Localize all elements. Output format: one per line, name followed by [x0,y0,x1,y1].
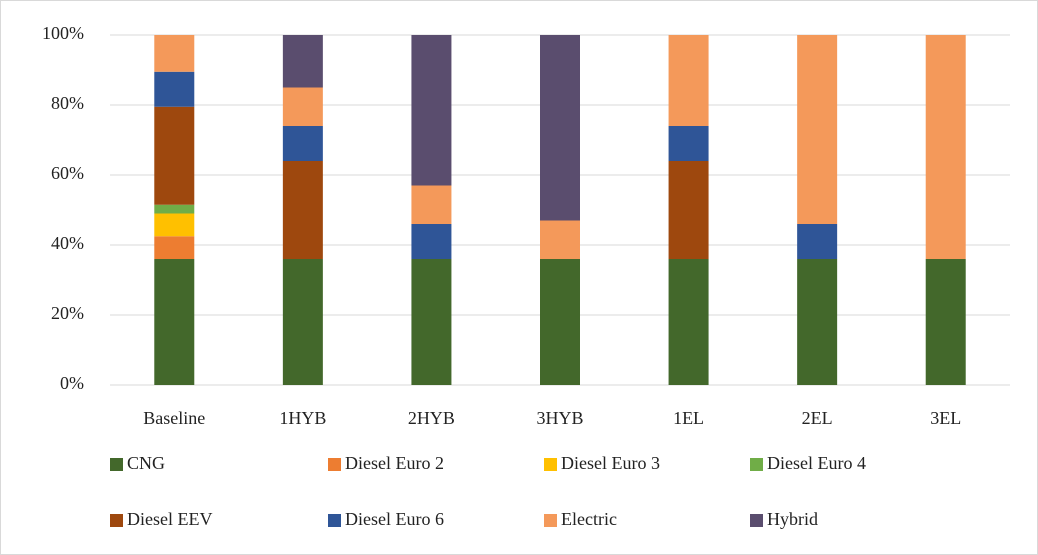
legend-label: Hybrid [767,509,818,529]
bar-segment [411,259,452,385]
bar-segment [797,224,838,259]
bar-segment [797,259,838,385]
bar-segment [668,259,709,385]
bar-segment [411,35,452,186]
legend-swatch [110,458,123,471]
bar-segment [154,213,195,237]
bar-segment [540,35,580,221]
bar-segment [540,220,580,259]
bar-segment [668,161,709,259]
bar-segment [282,35,323,88]
legend-swatch [328,458,341,471]
bar-segment [411,185,452,224]
legend-swatch [750,458,763,471]
x-tick-label: 2EL [802,408,833,428]
y-tick-label: 0% [60,373,84,393]
bar-segment [154,204,195,214]
legend-swatch [544,514,557,527]
bar-segment [925,35,966,259]
bar-segment [154,35,195,72]
y-tick-label: 80% [51,93,84,113]
bar-segment [668,126,709,161]
x-tick-label: 3EL [930,408,961,428]
bar-segment [282,87,323,126]
legend-swatch [544,458,557,471]
bar-segment [282,259,323,385]
y-tick-label: 60% [51,163,84,183]
x-tick-label: 1HYB [279,408,326,428]
bar-segment [925,259,966,385]
legend-label: Diesel Euro 2 [345,453,444,473]
bar-segment [411,224,452,259]
x-tick-label: 3HYB [536,408,583,428]
y-tick-label: 20% [51,303,84,323]
legend-label: Diesel EEV [127,509,212,529]
legend-label: Electric [561,509,617,529]
bar-segment [282,161,323,259]
legend-swatch [328,514,341,527]
legend-label: Diesel Euro 4 [767,453,866,473]
bar-segment [154,106,195,205]
bar-segment [540,259,580,385]
x-tick-label: 1EL [673,408,704,428]
y-tick-label: 100% [42,23,84,43]
legend-label: CNG [127,453,165,473]
bar-segment [154,236,195,259]
legend-label: Diesel Euro 3 [561,453,660,473]
bar-segment [154,259,195,385]
x-tick-label: Baseline [143,408,205,428]
bar-segment [154,71,195,107]
legend-label: Diesel Euro 6 [345,509,444,529]
bar-segment [668,35,709,126]
x-tick-label: 2HYB [408,408,455,428]
y-tick-label: 40% [51,233,84,253]
bar-segment [282,126,323,161]
legend-swatch [750,514,763,527]
bar-segment [797,35,838,224]
legend-swatch [110,514,123,527]
